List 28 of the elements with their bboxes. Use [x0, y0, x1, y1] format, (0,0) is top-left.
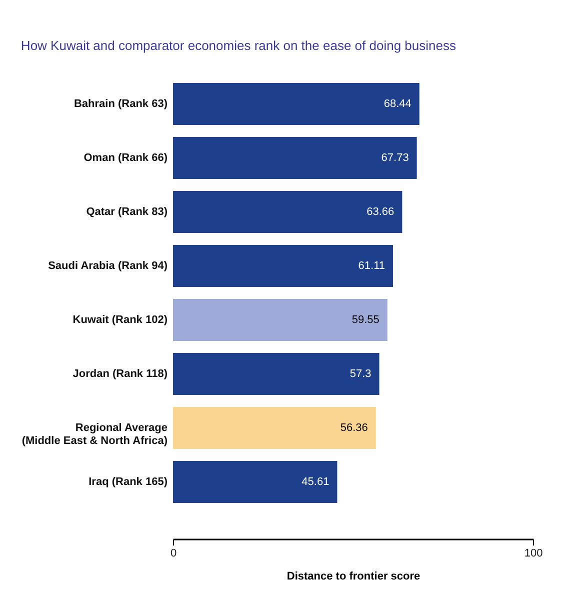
x-axis-title: Distance to frontier score	[286, 570, 420, 582]
y-tick-label: Iraq (Rank 165)	[88, 476, 168, 488]
x-tick-label: 100	[524, 548, 543, 560]
chart-title: How Kuwait and comparator economies rank on the ease of doing business	[20, 38, 456, 53]
data-label: 67.73	[381, 152, 409, 164]
bar	[173, 82, 420, 126]
data-label: 63.66	[366, 206, 394, 218]
y-tick-label: Qatar (Rank 83)	[86, 206, 168, 218]
data-label: 61.11	[358, 260, 385, 272]
bar	[173, 460, 338, 504]
data-label: 59.55	[352, 314, 380, 326]
data-label: 68.44	[384, 98, 412, 110]
y-tick-label: Kuwait (Rank 102)	[72, 314, 168, 326]
y-tick-label: Saudi Arabia (Rank 94)	[48, 260, 168, 272]
data-label: 56.36	[340, 422, 368, 434]
y-tick-label: Jordan (Rank 118)	[72, 368, 168, 380]
bar	[173, 136, 417, 180]
y-tick-label: Bahrain (Rank 63)	[74, 98, 168, 110]
x-tick-label: 0	[170, 548, 177, 560]
y-tick-label: Oman (Rank 66)	[84, 152, 168, 164]
bar	[173, 298, 388, 342]
bar	[173, 244, 393, 288]
bar	[173, 406, 376, 450]
y-tick-label: Regional Average (Middle East & North Africa)	[22, 422, 168, 447]
bar	[173, 352, 380, 396]
data-label: 45.61	[302, 476, 330, 488]
data-label: 57.3	[350, 368, 372, 380]
bar	[173, 190, 402, 234]
